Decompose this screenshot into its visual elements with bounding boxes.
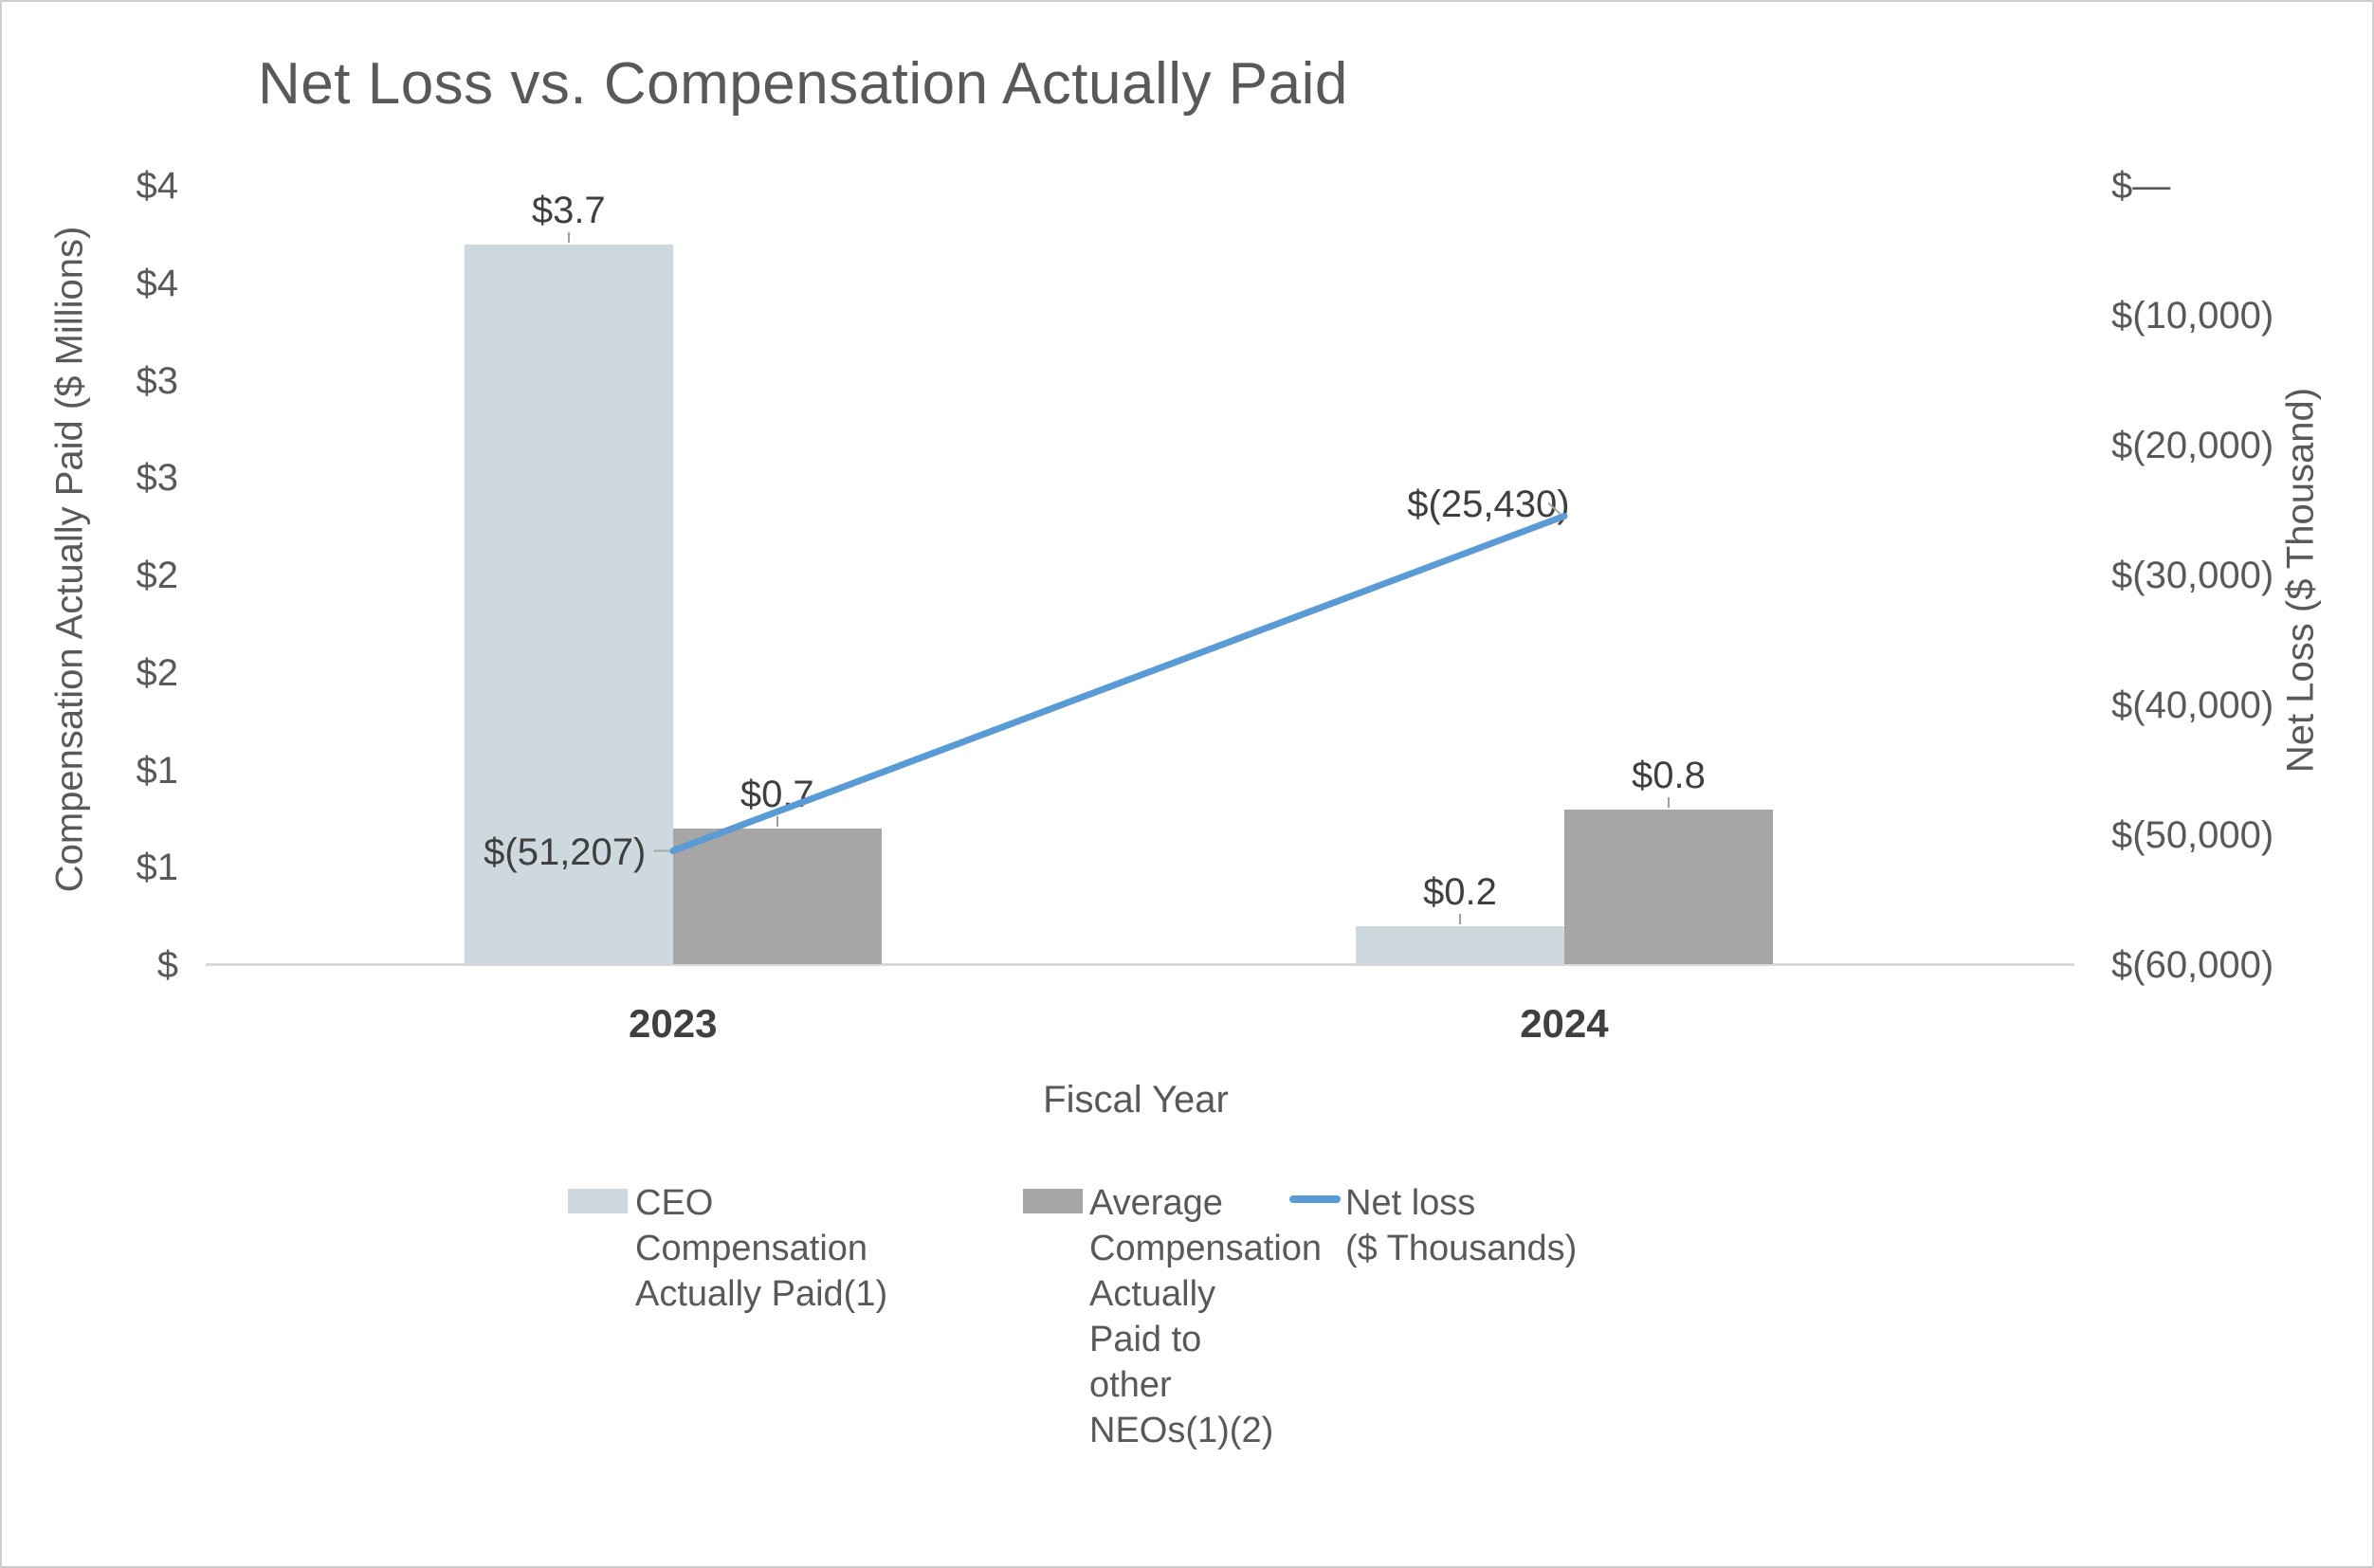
right-axis-tick-label: $(10,000) [2111, 295, 2274, 337]
bar-neo-cap [672, 829, 882, 964]
data-label-leader [1667, 796, 1670, 808]
line-data-label: $(51,207) [484, 830, 647, 873]
left-axis-tick-label: $4 [136, 262, 179, 304]
left-axis-tick-label: $2 [136, 555, 179, 596]
x-axis-tick-label: 2023 [629, 1001, 718, 1046]
legend-label-net-loss: Net loss ($ Thousands) [1345, 1183, 1578, 1268]
x-axis-title: Fiscal Year [1043, 1079, 1229, 1121]
left-axis-tick-label: $ [156, 944, 178, 986]
right-axis-title: Net Loss ($ Thousand) [2279, 387, 2322, 774]
right-axis-tick-label: $(50,000) [2111, 814, 2274, 856]
chart-title: Net Loss vs. Compensation Actually Paid [258, 51, 1348, 117]
legend-label-ceo-cap: CEO Compensation Actually Paid(1) [635, 1183, 888, 1314]
bar-data-label: $0.7 [740, 774, 814, 816]
legend-label-neo-cap: Average Compensation Actually Paid to ot… [1089, 1183, 1323, 1450]
left-axis-tick-label: $2 [136, 651, 179, 694]
line-data-label: $(25,430) [1407, 483, 1570, 526]
left-axis-tick-label: $1 [136, 847, 179, 889]
x-axis-line [206, 963, 2074, 966]
right-axis-tick-label: $— [2111, 165, 2171, 207]
bar-neo-cap [1563, 809, 1773, 964]
legend-swatch-ceo-cap [568, 1189, 628, 1213]
right-axis-tick-label: $(20,000) [2111, 425, 2274, 466]
left-axis-tick-label: $3 [136, 457, 179, 500]
left-axis-tick-label: $1 [136, 749, 179, 792]
data-label-leader [567, 231, 570, 243]
right-axis-tick-label: $(60,000) [2111, 944, 2274, 986]
right-axis-tick-label: $(30,000) [2111, 555, 2274, 596]
bar-data-label: $3.7 [531, 189, 606, 231]
left-axis-tick-label: $4 [136, 165, 179, 207]
bar-ceo-cap [464, 244, 673, 964]
x-axis-tick-label: 2024 [1520, 1001, 1609, 1046]
left-axis-tick-label: $3 [136, 359, 179, 402]
bar-data-label: $0.2 [1422, 870, 1497, 913]
legend-swatch-net-loss-line [1289, 1195, 1341, 1203]
bar-data-label: $0.8 [1631, 754, 1706, 796]
data-label-leader [776, 816, 778, 828]
data-label-leader [1458, 913, 1461, 924]
right-axis-tick-label: $(40,000) [2111, 684, 2274, 726]
bar-ceo-cap [1355, 925, 1564, 964]
legend-swatch-neo-cap [1023, 1189, 1083, 1213]
